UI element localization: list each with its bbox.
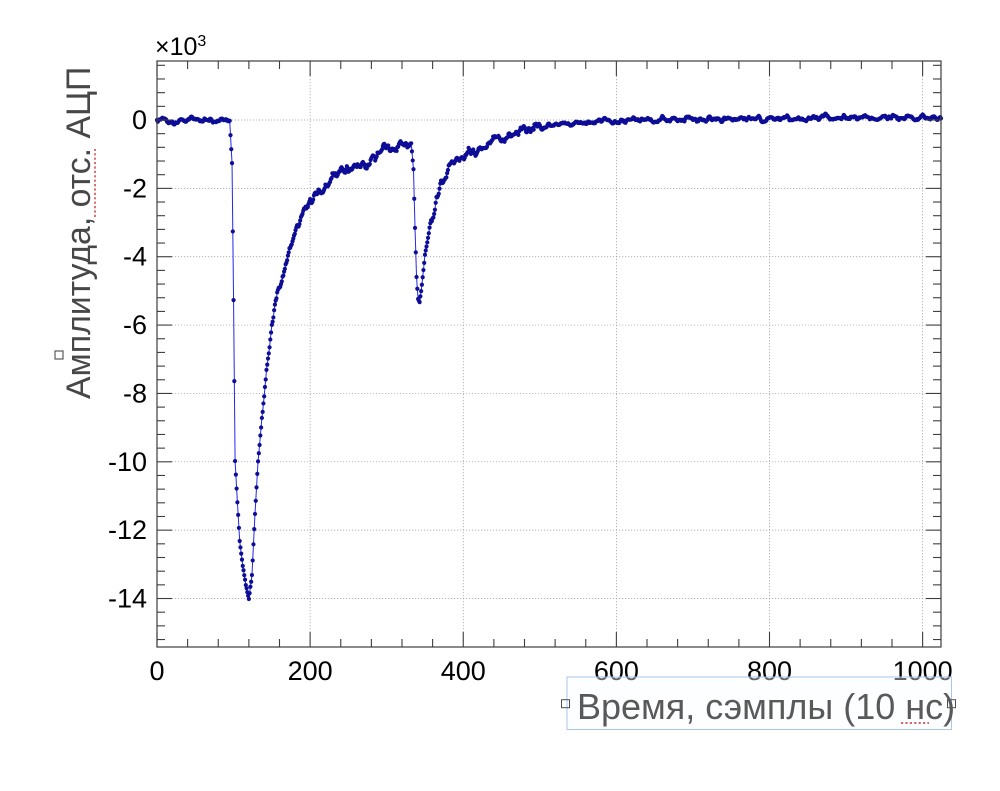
svg-text:-2: -2 — [123, 173, 147, 203]
svg-text:400: 400 — [441, 656, 486, 686]
svg-text:-8: -8 — [123, 378, 147, 408]
svg-text:-10: -10 — [108, 447, 147, 477]
svg-text:Время, сэмплы (10 нс): Время, сэмплы (10 нс) — [577, 686, 955, 727]
svg-text:200: 200 — [288, 656, 333, 686]
svg-text:-12: -12 — [108, 515, 147, 545]
svg-text:0: 0 — [149, 656, 164, 686]
svg-text:0: 0 — [132, 105, 147, 135]
svg-text:-4: -4 — [123, 242, 147, 272]
svg-text:×103: ×103 — [155, 33, 206, 61]
svg-text:-14: -14 — [108, 584, 147, 614]
svg-text:-6: -6 — [123, 310, 147, 340]
svg-text:Амплитуда, отс. АЦП: Амплитуда, отс. АЦП — [60, 67, 98, 399]
